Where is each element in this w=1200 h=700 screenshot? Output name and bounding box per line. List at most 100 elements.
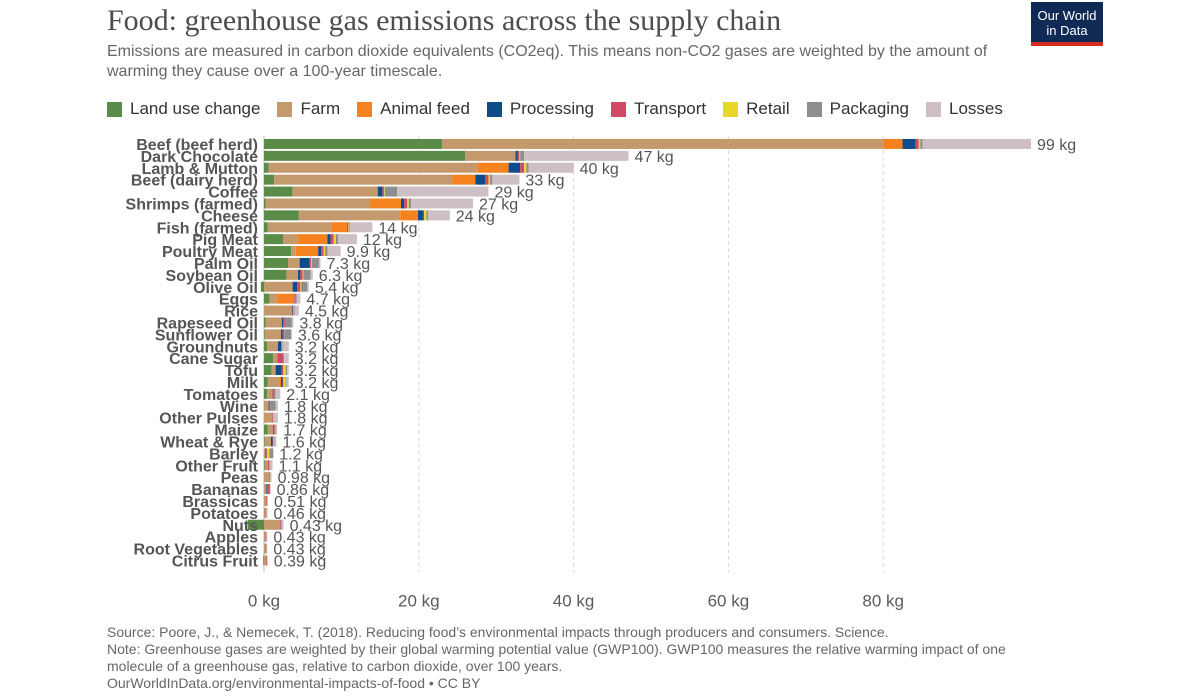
legend-item[interactable]: Losses [926,99,1003,119]
bar-segment [526,162,529,173]
bar-segment [267,341,278,352]
category-label: Cheese [201,208,258,225]
bar-segment [283,353,285,364]
bar-segment [291,329,292,340]
bar-segment [272,388,275,399]
gwp-note-line2: molecule of a greenhouse gas, relative t… [107,658,563,674]
bar-segment [247,519,264,530]
bar-segment [292,305,294,316]
bar-segment [264,150,466,161]
bar-segment [384,186,398,197]
bar-segment [273,412,278,423]
bar-segment [270,436,273,447]
legend-item[interactable]: Transport [611,99,706,119]
bar-segment [267,460,270,471]
value-label: 0.86 kg [277,482,329,499]
bar-segment [274,436,275,447]
x-tick-label: 80 kg [862,591,904,610]
category-label: Sunflower Oil [155,327,258,344]
legend-item[interactable]: Land use change [107,99,260,119]
bar-segment [275,424,278,435]
legend-swatch [277,101,293,117]
bar-segment [321,246,324,257]
bar-segment [260,281,264,292]
bar-segment [318,257,321,268]
bar-segment [269,460,273,471]
bar-segment [264,329,265,340]
bar-segment [475,174,486,185]
owid-logo[interactable]: Our World in Data [1031,2,1103,46]
value-label: 0.43 kg [273,542,325,559]
value-label: 3.2 kg [295,351,339,368]
bar-segment [370,198,401,209]
bar-segment [327,246,341,257]
legend-item[interactable]: Retail [723,99,790,119]
bar-segment [272,436,274,447]
legend-label: Land use change [130,99,261,118]
bar-segment [400,210,419,221]
bar-segment [275,400,278,411]
bar-segment [298,269,301,280]
bar-segment [264,424,268,435]
bar-segment [264,293,270,304]
category-label: Peas [221,470,258,487]
value-label: 1.1 kg [279,458,323,475]
bar-segment [274,174,453,185]
bar-segment [311,257,312,268]
value-label: 0.98 kg [278,470,330,487]
bar-segment [266,531,268,542]
bar-segment [915,138,919,149]
value-label: 6.3 kg [319,268,363,285]
legend-label: Retail [746,99,790,118]
bar-segment [281,341,283,352]
bar-segment [318,246,322,257]
legend-item[interactable]: Packaging [806,99,909,119]
value-label: 14 kg [378,220,417,237]
value-label: 3.2 kg [295,339,339,356]
bar-segment [269,400,271,411]
legend-item[interactable]: Processing [486,99,595,119]
bar-segment [270,484,271,495]
bar-segment [264,388,268,399]
bar-segment [277,353,284,364]
bar-segment [264,138,443,149]
bar-segment [264,495,267,506]
value-label: 27 kg [479,196,518,213]
bar-segment [264,186,293,197]
value-label: 2.1 kg [286,387,330,404]
bar-segment [296,293,301,304]
bar-segment [264,162,269,173]
legend-item[interactable]: Animal feed [357,99,470,119]
bar-segment [349,222,373,233]
legend-label: Processing [509,99,595,118]
bar-segment [428,210,450,221]
legend-swatch [486,101,502,117]
bar-segment [295,246,319,257]
category-label: Poultry Meat [162,244,259,261]
legend-item[interactable]: Farm [277,99,340,119]
bar-segment [269,484,271,495]
bar-segment [269,472,271,483]
bar-segment [310,269,313,280]
category-label: Other Fruit [175,458,258,475]
value-label: 33 kg [525,173,564,190]
bar-segment [918,138,921,149]
source-url[interactable]: OurWorldInData.org/environmental-impacts… [107,675,481,691]
legend-swatch [926,101,941,117]
gwp-note-line1: Note: Greenhouse gases are weighted by t… [107,641,1006,657]
bar-segment [265,317,282,328]
category-label: Pig Meat [192,232,258,249]
bar-segment [265,448,267,459]
bar-segment [492,174,520,185]
bar-segment [269,293,278,304]
bar-segment [285,365,288,376]
bar-segment [291,317,294,328]
category-label: Bananas [191,482,258,499]
chart-legend: Land use change Farm Animal feed Processing… [107,99,1020,122]
value-label: 3.6 kg [298,327,342,344]
bar-segment [383,186,385,197]
bar-segment [465,150,516,161]
bar-segment [273,353,278,364]
bar-segment [407,198,409,209]
bar-segment [299,257,310,268]
